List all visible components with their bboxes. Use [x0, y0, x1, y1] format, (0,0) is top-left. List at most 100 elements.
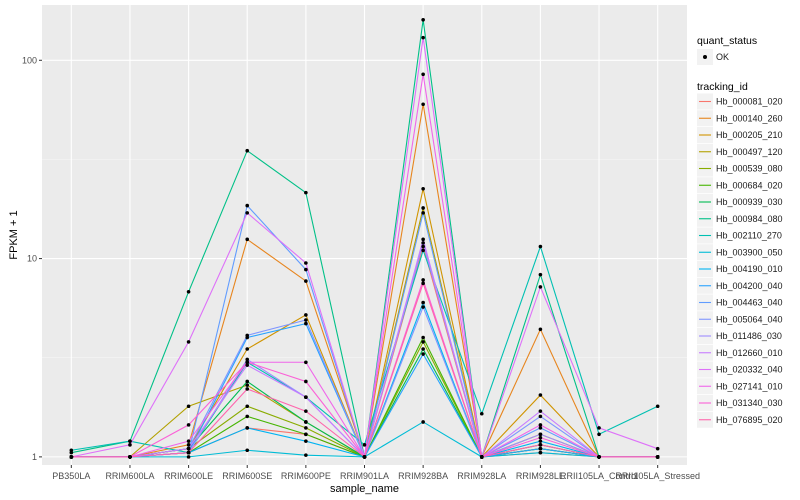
data-point: [421, 278, 425, 282]
data-point: [362, 455, 367, 459]
x-tick-label: RRII105LA_Control: [560, 471, 638, 481]
data-point: [479, 455, 484, 459]
legend-label: Hb_027141_010: [716, 381, 783, 391]
data-point: [538, 439, 543, 443]
data-point: [245, 360, 250, 365]
data-point: [186, 446, 191, 451]
x-tick-label: RRIM901LA: [340, 471, 389, 481]
x-tick-label: RRIM928LA: [457, 471, 506, 481]
data-point: [69, 448, 74, 453]
data-point: [186, 340, 191, 344]
data-point: [245, 414, 250, 419]
data-point: [538, 423, 543, 427]
legend-label: Hb_076895_020: [716, 415, 783, 425]
x-tick-label: PB350LA: [52, 471, 90, 481]
data-point: [304, 379, 308, 384]
legend-label: Hb_003900_050: [716, 247, 783, 257]
data-point: [538, 435, 543, 440]
data-point: [186, 404, 191, 409]
data-point: [421, 241, 425, 245]
data-point: [304, 432, 308, 437]
data-point: [538, 432, 543, 437]
data-point: [655, 446, 660, 451]
x-tick-label: RRIM600LA: [105, 471, 154, 481]
data-point: [538, 393, 543, 397]
data-point: [245, 347, 250, 351]
legend-label: Hb_005064_040: [716, 314, 783, 324]
data-point: [304, 426, 308, 430]
data-point: [186, 443, 191, 447]
data-point: [538, 272, 543, 277]
y-axis: 1 10 100: [22, 55, 42, 462]
data-point: [186, 439, 191, 443]
data-point: [245, 148, 250, 153]
shape-legend-items: OK: [697, 49, 729, 65]
data-point: [597, 426, 601, 430]
data-point: [304, 267, 308, 272]
data-point: [421, 35, 425, 40]
x-tick-label: RRIM600PE: [281, 471, 331, 481]
legend-label: Hb_000497_120: [716, 147, 783, 157]
data-point: [421, 420, 425, 424]
data-point: [421, 352, 425, 356]
series-points: [69, 17, 660, 459]
data-point: [245, 203, 250, 208]
legend-label: Hb_004200_040: [716, 281, 783, 291]
data-point: [245, 333, 250, 338]
data-point: [245, 448, 250, 453]
data-point: [597, 432, 601, 437]
x-axis-title: sample_name: [330, 483, 399, 495]
legend-label: Hb_000684_020: [716, 180, 783, 190]
data-point: [69, 455, 74, 459]
legend-label: Hb_000140_260: [716, 113, 783, 123]
data-point: [421, 102, 425, 107]
data-point: [186, 455, 191, 459]
data-point: [128, 455, 132, 459]
y-tick-label: 1: [32, 452, 37, 462]
shape-legend-title: quant_status: [697, 35, 757, 47]
data-point: [304, 409, 308, 413]
data-point: [479, 411, 484, 416]
y-axis-title: FPKM + 1: [8, 210, 20, 259]
data-point: [538, 443, 543, 447]
data-point: [304, 313, 308, 317]
data-point: [538, 450, 543, 455]
y-tick-label: 100: [22, 55, 37, 65]
data-point: [245, 211, 250, 215]
data-point: [245, 363, 250, 367]
legend-label: Hb_002110_270: [716, 231, 782, 241]
data-point: [245, 237, 250, 242]
data-point: [304, 439, 308, 443]
legend-label: Hb_000939_030: [716, 197, 783, 207]
x-axis: PB350LA RRIM600LA RRIM600LE RRIM600SE RRIM60…: [52, 465, 700, 481]
data-point: [421, 335, 425, 340]
legend-label: Hb_012660_010: [716, 348, 783, 358]
x-tick-label: RRIM600SE: [222, 471, 272, 481]
data-point: [304, 395, 308, 399]
data-point: [655, 455, 660, 459]
color-legend-title: tracking_id: [697, 81, 748, 93]
data-point: [421, 72, 425, 77]
data-point: [538, 409, 543, 413]
data-point: [362, 443, 367, 447]
color-legend-items: Hb_000081_020 Hb_000140_260 Hb_000205_210 H…: [697, 93, 783, 428]
legend-label: Hb_031340_030: [716, 398, 783, 408]
legend-label: Hb_004190_010: [716, 264, 783, 274]
data-point: [538, 426, 543, 430]
legend: quant_status OK tracking_id Hb_000081_02…: [697, 35, 783, 428]
data-point: [245, 379, 250, 384]
data-point: [304, 420, 308, 424]
data-point: [186, 289, 191, 294]
y-tick-label: 10: [27, 254, 37, 264]
legend-label: Hb_004463_040: [716, 298, 783, 308]
data-point: [304, 261, 308, 265]
x-tick-label: RRIM928LE: [516, 471, 565, 481]
data-point: [245, 426, 250, 430]
x-tick-label: RRII105LA_Stressed: [615, 471, 700, 481]
data-point: [304, 453, 308, 457]
data-point: [128, 439, 132, 443]
data-point: [421, 300, 425, 305]
data-point: [128, 443, 132, 447]
data-point: [421, 281, 425, 286]
data-point: [304, 279, 308, 283]
